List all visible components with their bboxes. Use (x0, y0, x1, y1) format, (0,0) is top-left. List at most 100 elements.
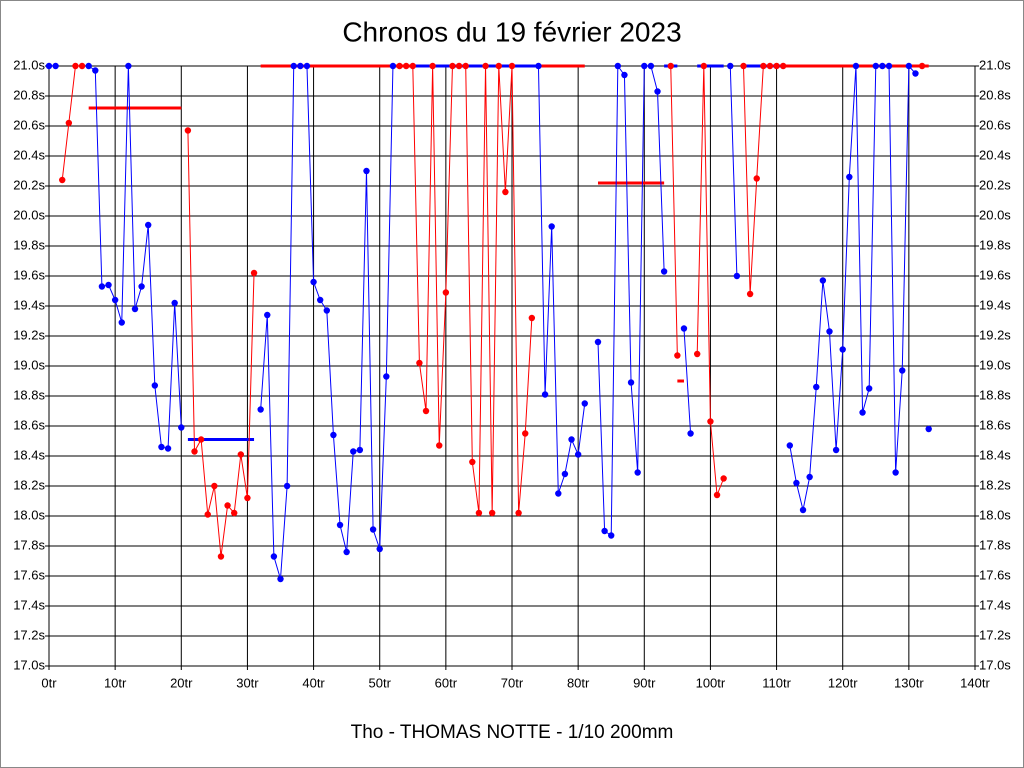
point (343, 548, 350, 556)
y2-tick-label: 19.0s (979, 357, 1011, 372)
point (555, 490, 562, 497)
x-tick-label: 110tr (762, 675, 791, 690)
point (826, 328, 833, 335)
y-tick-label: 19.4s (13, 297, 45, 312)
y2-tick-label: 18.4s (979, 447, 1011, 462)
point (502, 188, 509, 196)
series-line (670, 65, 678, 356)
point (865, 385, 873, 392)
point (264, 311, 271, 319)
point (832, 446, 840, 454)
point (819, 277, 827, 284)
y2-tick-label: 18.6s (979, 417, 1011, 432)
point (303, 62, 311, 70)
point (760, 62, 767, 70)
point (184, 127, 192, 134)
point (740, 62, 747, 70)
point (244, 494, 251, 502)
point (204, 511, 211, 518)
y2-tick-label: 20.4s (979, 147, 1011, 162)
y-tick-label: 17.2s (13, 627, 45, 642)
point (779, 62, 787, 70)
x-tick-label: 60tr (435, 675, 458, 690)
y-tick-label: 18.0s (13, 507, 45, 522)
x-tick-label: 20tr (170, 675, 193, 690)
point (422, 407, 430, 415)
point (297, 62, 304, 70)
point (151, 382, 159, 389)
point (912, 70, 919, 77)
point (660, 268, 668, 275)
chart-title: Chronos du 19 février 2023 (342, 16, 681, 47)
point (138, 283, 145, 290)
y2-tick-label: 17.4s (979, 597, 1011, 612)
point (581, 400, 588, 407)
y2-tick-label: 19.4s (979, 297, 1011, 312)
point (429, 62, 436, 70)
point (885, 62, 893, 70)
point (217, 553, 225, 560)
point (608, 532, 615, 539)
point (846, 173, 853, 181)
y2-tick-label: 20.8s (979, 87, 1011, 102)
point (561, 470, 569, 478)
y-tick-label: 20.6s (13, 117, 45, 132)
y2-tick-label: 21.0s (979, 57, 1011, 72)
point (733, 272, 741, 280)
point (402, 62, 410, 70)
y2-tick-label: 19.8s (979, 237, 1011, 252)
point (475, 509, 483, 517)
point (105, 281, 112, 289)
y-tick-label: 19.0s (13, 357, 45, 372)
point (674, 352, 681, 359)
point (614, 62, 622, 70)
point (436, 442, 443, 449)
point (535, 62, 542, 70)
y-tick-label: 20.4s (13, 147, 45, 162)
point (839, 346, 846, 353)
y-tick-label: 17.8s (13, 537, 45, 552)
y2-tick-label: 19.6s (979, 267, 1011, 282)
point (601, 527, 608, 535)
y2-tick-label: 18.0s (979, 507, 1011, 522)
series-line (683, 328, 692, 434)
point (396, 62, 403, 70)
point (905, 62, 913, 70)
point (111, 296, 119, 304)
point (72, 62, 79, 70)
point (746, 290, 754, 298)
x-tick-label: 140tr (960, 675, 990, 690)
point (78, 62, 86, 70)
point (647, 62, 655, 70)
x-tick-label: 70tr (501, 675, 524, 690)
point (316, 296, 324, 304)
y2-tick-label: 18.8s (979, 387, 1011, 402)
y-tick-label: 19.6s (13, 267, 45, 282)
point (892, 469, 899, 476)
point (171, 299, 178, 307)
point (455, 62, 463, 70)
point (98, 283, 106, 290)
point (694, 350, 701, 358)
series-line (729, 65, 738, 277)
y2-tick-label: 19.2s (979, 327, 1011, 342)
point (766, 62, 774, 70)
point (164, 445, 172, 452)
x-tick-label: 40tr (302, 675, 325, 690)
point (488, 509, 496, 517)
point (211, 482, 218, 490)
point (442, 289, 450, 296)
point (449, 62, 456, 70)
point (918, 62, 926, 70)
x-tick-label: 90tr (633, 675, 656, 690)
point (720, 475, 727, 482)
point (224, 502, 231, 509)
point (528, 314, 536, 322)
point (277, 575, 284, 583)
y-tick-label: 17.0s (13, 657, 45, 672)
point (330, 431, 337, 439)
y-tick-label: 21.0s (13, 57, 45, 72)
y2-tick-label: 20.0s (979, 207, 1011, 222)
y2-tick-label: 17.0s (979, 657, 1011, 672)
point (627, 379, 635, 386)
